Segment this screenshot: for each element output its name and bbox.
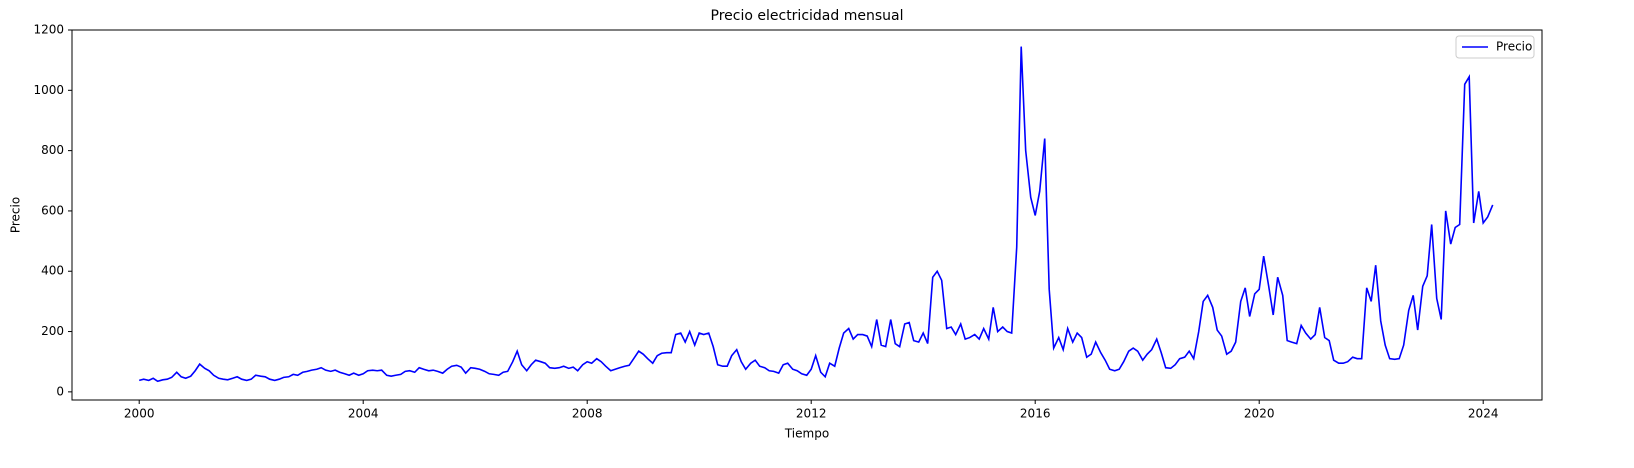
chart-title: Precio electricidad mensual (711, 8, 904, 24)
y-tick-label: 200 (41, 324, 64, 338)
x-tick-label: 2024 (1468, 407, 1499, 421)
y-axis-label: Precio (9, 197, 23, 233)
plot-frame (71, 29, 1543, 401)
y-tick-label: 1200 (33, 23, 64, 37)
y-tick-label: 800 (41, 143, 64, 157)
x-tick-label: 2012 (796, 407, 827, 421)
x-tick-label: 2000 (124, 407, 155, 421)
y-tick-label: 1000 (33, 83, 64, 97)
y-tick-label: 400 (41, 264, 64, 278)
legend-box (1455, 35, 1535, 59)
x-tick-label: 2020 (1244, 407, 1275, 421)
x-axis-label: Tiempo (784, 427, 829, 441)
x-tick-label: 2016 (1020, 407, 1051, 421)
x-tick-label: 2004 (348, 407, 379, 421)
x-tick-label: 2008 (572, 407, 603, 421)
line-series (138, 46, 1494, 383)
y-tick-label: 0 (56, 384, 64, 398)
y-tick-label: 600 (41, 203, 64, 217)
legend-label: Precio (1496, 40, 1532, 54)
